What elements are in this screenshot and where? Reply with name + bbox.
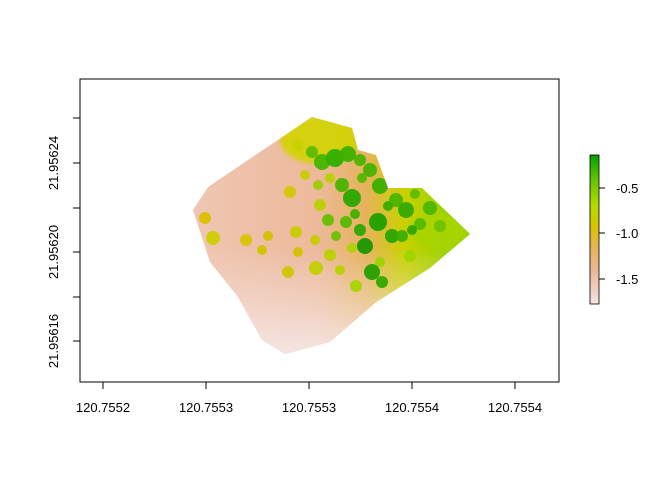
- raster-patch: [290, 226, 302, 238]
- raster-patch: [372, 178, 388, 194]
- y-axis: 21.95616 21.95620 21.95624: [46, 117, 81, 368]
- raster-patch: [257, 245, 267, 255]
- raster-patch: [396, 230, 408, 242]
- raster-patch: [324, 249, 336, 261]
- raster-patch: [389, 193, 403, 207]
- raster-patch: [335, 178, 349, 192]
- patch-layer: [199, 139, 446, 292]
- raster-patch: [335, 265, 345, 275]
- raster-patch: [325, 173, 335, 183]
- y-tick-label: 21.95620: [46, 225, 61, 279]
- raster-patch: [357, 238, 373, 254]
- raster-patch: [357, 173, 367, 183]
- raster-patch: [414, 218, 426, 230]
- legend-tick-label: -1.5: [616, 272, 638, 287]
- x-tick-label: 120.7554: [385, 400, 439, 415]
- raster-patch: [300, 170, 310, 180]
- raster-patch: [309, 261, 323, 275]
- raster-patch: [354, 154, 366, 166]
- raster-patch: [376, 276, 388, 288]
- raster-patch: [363, 163, 377, 177]
- raster-patch: [310, 235, 320, 245]
- raster-patch: [306, 146, 318, 158]
- raster-patch: [293, 247, 303, 257]
- raster-patch: [313, 180, 323, 190]
- x-axis: 120.7552 120.7553 120.7553 120.7554 120.…: [76, 381, 542, 415]
- raster-patch: [410, 189, 420, 199]
- raster-patch: [314, 199, 326, 211]
- raster-patch: [398, 202, 414, 218]
- legend-tick-label: -1.0: [616, 226, 638, 241]
- raster-patch: [240, 234, 252, 246]
- raster-patch: [375, 257, 385, 267]
- x-tick-label: 120.7552: [76, 400, 130, 415]
- raster-patch: [331, 231, 341, 241]
- raster-patch: [350, 209, 360, 219]
- color-legend: -0.5 -1.0 -1.5: [589, 154, 638, 305]
- raster-patch: [369, 213, 387, 231]
- raster-patch: [404, 250, 416, 262]
- raster-patch: [347, 243, 357, 253]
- legend-colorbar: [589, 154, 600, 305]
- raster-patch: [206, 231, 220, 245]
- raster-patch: [423, 201, 437, 215]
- raster-patch: [326, 149, 344, 167]
- raster-patch: [350, 280, 362, 292]
- y-tick-label: 21.95624: [46, 136, 61, 190]
- x-tick-label: 120.7554: [488, 400, 542, 415]
- raster-patch: [284, 186, 296, 198]
- raster-patch: [343, 189, 361, 207]
- raster-patch: [199, 212, 211, 224]
- raster-patch: [354, 224, 366, 236]
- legend-tick-label: -0.5: [616, 181, 638, 196]
- y-tick-label: 21.95616: [46, 314, 61, 368]
- raster-patch: [340, 146, 356, 162]
- raster-patch: [322, 214, 334, 226]
- raster-patch: [364, 264, 380, 280]
- raster-patch: [407, 225, 417, 235]
- raster-patch: [292, 139, 304, 151]
- raster-patch: [340, 216, 352, 228]
- raster-patch: [434, 220, 446, 232]
- raster-patch: [383, 201, 393, 211]
- raster-patch: [263, 231, 273, 241]
- x-tick-label: 120.7553: [179, 400, 233, 415]
- raster-patch: [282, 266, 294, 278]
- raster-patch: [385, 229, 399, 243]
- x-tick-label: 120.7553: [282, 400, 336, 415]
